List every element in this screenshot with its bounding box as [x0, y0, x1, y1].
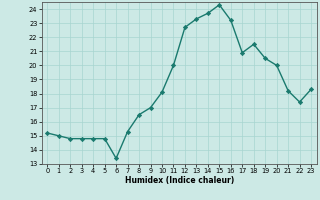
- X-axis label: Humidex (Indice chaleur): Humidex (Indice chaleur): [124, 176, 234, 185]
